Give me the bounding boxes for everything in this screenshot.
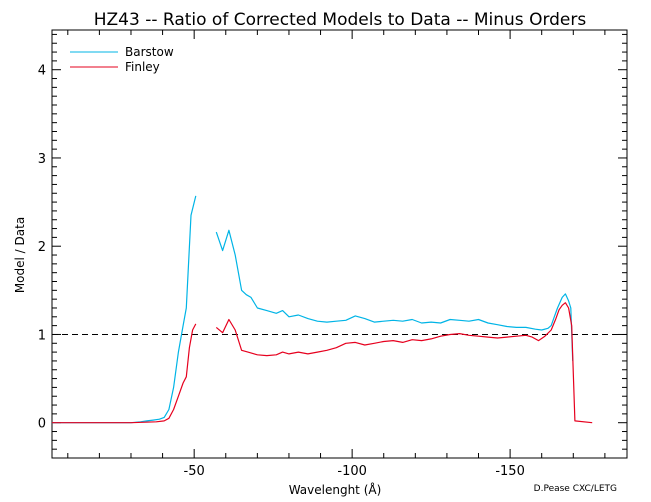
legend-label-barstow: Barstow [125, 45, 174, 59]
x-tick-label: -100 [337, 464, 367, 479]
x-tick-label: -50 [184, 464, 205, 479]
y-tick-label: 3 [38, 152, 46, 167]
legend: Barstow Finley [70, 45, 174, 74]
plot-area: -50 -100 -150 0 1 2 3 4 [38, 29, 628, 479]
chart-title: HZ43 -- Ratio of Corrected Models to Dat… [94, 10, 587, 30]
legend-label-finley: Finley [125, 60, 160, 74]
y-axis-label: Model / Data [13, 217, 27, 293]
plot-frame [51, 29, 628, 459]
y-tick-label: 4 [38, 64, 46, 79]
y-tick-label: 2 [38, 240, 46, 255]
x-tick-label: -150 [495, 464, 525, 479]
series-line-barstow [215, 229, 574, 361]
y-tick-label: 0 [38, 417, 46, 432]
x-axis-label: Wavelenght (Å) [289, 482, 382, 497]
series-line-finley [215, 302, 593, 424]
y-tick-label: 1 [38, 328, 46, 343]
series-line-barstow [52, 195, 197, 424]
series-line-finley [52, 323, 197, 424]
credit-label: D.Pease CXC/LETG [534, 484, 617, 494]
